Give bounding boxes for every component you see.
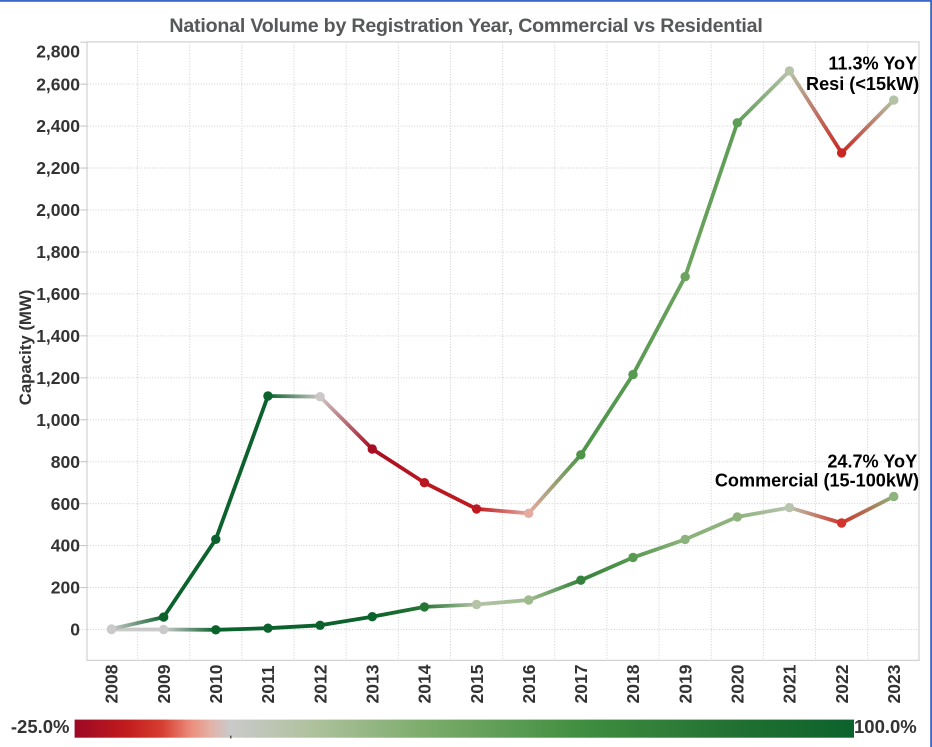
svg-text:2013: 2013	[362, 664, 382, 703]
svg-text:1,600: 1,600	[36, 284, 80, 304]
svg-text:600: 600	[51, 494, 80, 514]
svg-text:800: 800	[51, 452, 80, 472]
svg-text:2020: 2020	[728, 664, 748, 703]
svg-text:2,200: 2,200	[36, 158, 80, 178]
svg-text:-25.0%: -25.0%	[11, 716, 70, 737]
svg-text:National Volume by Registratio: National Volume by Registration Year, Co…	[169, 15, 762, 37]
svg-text:2016: 2016	[519, 664, 539, 703]
svg-text:2009: 2009	[154, 664, 174, 703]
svg-text:400: 400	[51, 536, 80, 556]
svg-text:2017: 2017	[571, 665, 591, 704]
svg-text:100.0%: 100.0%	[854, 716, 917, 737]
svg-text:2010: 2010	[206, 664, 226, 703]
svg-text:2,600: 2,600	[36, 74, 80, 94]
svg-text:11.3% YoY: 11.3% YoY	[828, 53, 917, 73]
svg-text:24.7% YoY: 24.7% YoY	[827, 451, 917, 471]
svg-text:2012: 2012	[310, 664, 330, 703]
svg-text:1,200: 1,200	[36, 368, 80, 388]
svg-text:2022: 2022	[832, 664, 852, 703]
svg-text:2019: 2019	[675, 664, 695, 703]
svg-text:2,000: 2,000	[36, 200, 80, 220]
svg-text:0: 0	[70, 620, 80, 640]
svg-text:Resi (<15kW): Resi (<15kW)	[806, 74, 919, 94]
svg-text:2018: 2018	[623, 664, 643, 703]
svg-text:200: 200	[51, 578, 80, 598]
svg-text:2,800: 2,800	[36, 41, 80, 61]
svg-text:2015: 2015	[467, 664, 487, 703]
svg-text:1,800: 1,800	[36, 242, 80, 262]
svg-text:2023: 2023	[884, 664, 904, 703]
svg-text:Commercial (15-100kW): Commercial (15-100kW)	[715, 470, 919, 490]
svg-text:2014: 2014	[415, 664, 435, 703]
svg-text:2008: 2008	[102, 664, 122, 703]
svg-text:1,400: 1,400	[36, 326, 80, 346]
svg-text:2011: 2011	[258, 665, 278, 703]
svg-text:2,400: 2,400	[36, 116, 80, 136]
svg-text:Capacity (MW): Capacity (MW)	[16, 290, 35, 406]
svg-text:2021: 2021	[780, 664, 800, 703]
svg-text:1,000: 1,000	[36, 410, 80, 430]
